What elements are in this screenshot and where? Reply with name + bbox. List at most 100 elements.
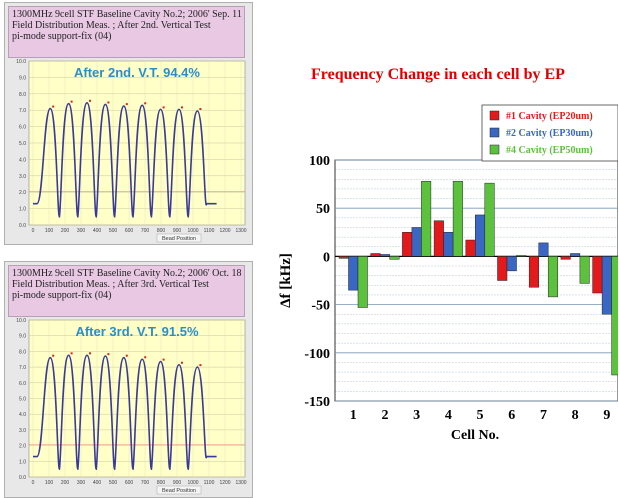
- x-tick-label: 1000: [187, 480, 198, 486]
- x-tick-label: 1100: [204, 480, 215, 486]
- y-tick-label: 2.0: [19, 444, 26, 450]
- y-tick-label: 0.0: [19, 475, 26, 481]
- peak-marker: [162, 106, 165, 109]
- y-tick-label: 4.0: [19, 157, 26, 163]
- bar: [338, 256, 349, 259]
- y-tick-label: -150: [304, 395, 330, 410]
- x-tick-label: 8: [572, 408, 579, 423]
- bar: [389, 256, 400, 260]
- y-tick-label: 6.0: [19, 381, 26, 387]
- y-tick-label: 10.0: [16, 59, 26, 65]
- bar: [547, 256, 558, 298]
- peak-marker: [181, 106, 183, 109]
- panel-header: 1300MHz 9cell STF Baseline Cavity No.2; …: [8, 6, 245, 58]
- chart-title: Frequency Change in each cell by EP: [311, 66, 565, 83]
- peak-marker: [144, 102, 147, 105]
- legend-label: #4 Cavity (EP50um): [506, 145, 593, 156]
- x-tick-label: 600: [125, 228, 134, 234]
- field-distribution-plot: 0.0 1.0 2.0 3.0 4.0 5.0 6.0 7.0 8.0 9.0 10.0 0 100 20…: [16, 318, 247, 495]
- x-tick-label: 300: [77, 480, 86, 486]
- bar: [433, 220, 444, 257]
- panel-header: 1300MHz 9cell STF Baseline Cavity No.2; …: [8, 265, 245, 317]
- peak-marker: [70, 100, 73, 103]
- x-tick-label: 500: [109, 228, 118, 234]
- header-line: 1300MHz 9cell STF Baseline Cavity No.2; …: [12, 268, 242, 279]
- y-tick-label: 9.0: [19, 334, 26, 340]
- bar: [357, 256, 368, 308]
- x-tick-label: 1200: [219, 480, 230, 486]
- y-tick-label: 100: [309, 154, 330, 169]
- bar: [484, 182, 495, 257]
- x-tick-label: 500: [109, 480, 118, 486]
- bar: [443, 232, 454, 257]
- header-line: Field Distribution Meas. ; After 2nd. Ve…: [12, 20, 211, 31]
- bar: [370, 253, 381, 257]
- annotation-label: After 2nd. V.T. 94.4%: [74, 65, 200, 80]
- bar: [560, 256, 571, 260]
- peak-marker: [181, 361, 183, 364]
- y-tick-label: 4.0: [19, 412, 26, 418]
- x-tick-label: 400: [93, 228, 102, 234]
- x-tick-label: 700: [141, 480, 150, 486]
- x-tick-label: 600: [125, 480, 134, 486]
- frequency-change-chart: Frequency Change in each cell by EP 100 50…: [278, 66, 618, 443]
- bar: [601, 256, 612, 315]
- x-tick-label: 100: [45, 228, 54, 234]
- x-tick-label: 400: [93, 480, 102, 486]
- bar: [421, 180, 432, 257]
- bar: [570, 253, 581, 257]
- x-tick-label: 1300: [235, 228, 246, 234]
- x-tick-label: 1: [350, 408, 357, 423]
- field-distribution-panel-bottom: 1300MHz 9cell STF Baseline Cavity No.2; …: [4, 261, 253, 498]
- y-tick-label: 8.0: [19, 92, 26, 98]
- x-tick-label: 0: [32, 228, 35, 234]
- x-tick-label: 700: [141, 228, 150, 234]
- header-line: pi-mode support-fix (04): [12, 290, 112, 301]
- x-axis-label: Cell No.: [451, 428, 499, 443]
- bar: [465, 239, 476, 257]
- peak-marker: [89, 99, 91, 102]
- x-tick-label: 2: [381, 408, 388, 423]
- bar: [592, 256, 603, 294]
- y-tick-label: -50: [311, 299, 330, 314]
- field-curve: [33, 102, 217, 218]
- field-curve: [33, 354, 217, 470]
- y-tick-label: 7.0: [19, 365, 26, 371]
- x-tick-label: 5: [477, 408, 484, 423]
- peak-marker: [52, 105, 55, 108]
- x-tick-label: 100: [45, 480, 54, 486]
- x-tick-label: 7: [540, 408, 547, 423]
- field-distribution-plot: 0.0 1.0 2.0 3.0 4.0 5.0 6.0 7.0 8.0 9.0 10.0 0 100 20…: [16, 59, 247, 243]
- peak-marker: [107, 353, 110, 356]
- y-tick-label: 1.0: [19, 207, 26, 213]
- legend-box: [481, 104, 618, 162]
- x-tick-label: 1300: [235, 480, 246, 486]
- peak-marker: [125, 103, 128, 106]
- y-tick-label: 0.0: [19, 223, 26, 229]
- x-tick-label: 900: [173, 480, 182, 486]
- legend-label: #1 Cavity (EP20um): [506, 111, 593, 122]
- header-line: pi-mode support-fix (04): [12, 31, 112, 42]
- peak-marker: [107, 101, 110, 104]
- bar: [506, 256, 517, 272]
- bar: [516, 255, 527, 257]
- bar: [579, 256, 590, 284]
- peak-marker: [162, 358, 165, 361]
- y-tick-label: 7.0: [19, 108, 26, 114]
- y-tick-label: 9.0: [19, 75, 26, 81]
- x-tick-label: 1000: [187, 228, 198, 234]
- y-tick-label: 5.0: [19, 141, 26, 147]
- x-tick-label: 3: [413, 408, 420, 423]
- y-tick-label: -100: [304, 347, 330, 362]
- x-tick-label: 1100: [204, 228, 215, 234]
- x-tick-label: 1200: [219, 228, 230, 234]
- y-tick-label: 5.0: [19, 397, 26, 403]
- y-tick-label: 50: [316, 202, 330, 217]
- bar: [402, 232, 413, 257]
- x-tick-label: 800: [157, 480, 166, 486]
- x-tick-label: 9: [603, 408, 610, 423]
- bar: [475, 214, 486, 257]
- peak-marker: [70, 352, 73, 355]
- bar: [411, 227, 422, 257]
- peak-marker: [89, 352, 91, 355]
